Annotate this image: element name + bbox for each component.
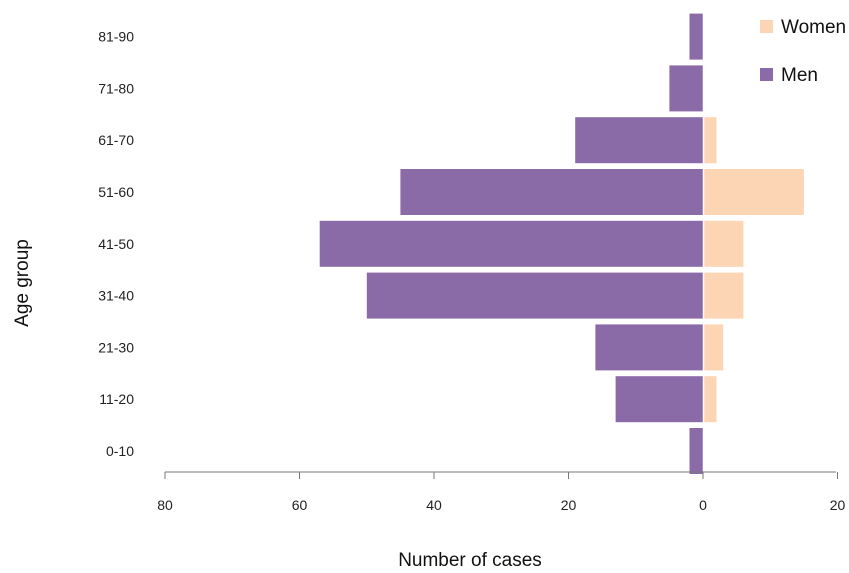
bar-men-51-60 [400, 169, 703, 215]
y-tick-label: 81-90 [98, 29, 134, 45]
bar-men-0-10 [689, 428, 703, 474]
x-tick-label: 40 [426, 497, 442, 513]
bar-men-61-70 [575, 117, 703, 164]
legend-swatch-women [760, 20, 773, 33]
x-tick-label: 20 [830, 497, 846, 513]
y-tick-label: 0-10 [106, 443, 134, 459]
y-axis-title: Age group [12, 239, 33, 327]
x-axis-title: Number of cases [398, 550, 542, 571]
bar-men-71-80 [669, 65, 703, 112]
bar-women-51-60 [704, 169, 804, 215]
x-tick-label: 60 [292, 497, 308, 513]
x-tick-label: 20 [561, 497, 577, 513]
labels-layer: 0-10 11-20 21-30 31-40 41-50 51-60 61-70 71-80 8… [98, 29, 845, 513]
legend: Women Men [760, 17, 846, 86]
y-tick-label: 51-60 [98, 184, 134, 200]
y-tick-label: 31-40 [98, 288, 134, 304]
bar-men-31-40 [366, 272, 704, 319]
y-tick-label: 11-20 [99, 391, 134, 407]
legend-label-men: Men [781, 65, 818, 86]
bar-women-21-30 [704, 324, 724, 371]
bar-men-41-50 [319, 220, 703, 267]
y-tick-label: 61-70 [98, 132, 134, 148]
legend-label-women: Women [781, 17, 846, 38]
bar-women-41-50 [704, 220, 744, 267]
bar-women-61-70 [704, 117, 717, 164]
legend-swatch-men [760, 68, 773, 81]
y-tick-label: 71-80 [98, 80, 134, 96]
x-tick-label: 0 [699, 497, 707, 513]
bars-layer [319, 13, 804, 474]
axes-layer [164, 12, 838, 479]
bar-women-11-20 [704, 376, 717, 423]
x-tick-label: 80 [157, 497, 173, 513]
bar-men-81-90 [689, 13, 703, 60]
y-tick-label: 21-30 [98, 339, 134, 355]
bar-men-21-30 [595, 324, 703, 371]
bar-women-31-40 [704, 272, 744, 319]
y-tick-label: 41-50 [98, 236, 134, 252]
bar-men-11-20 [615, 376, 703, 423]
